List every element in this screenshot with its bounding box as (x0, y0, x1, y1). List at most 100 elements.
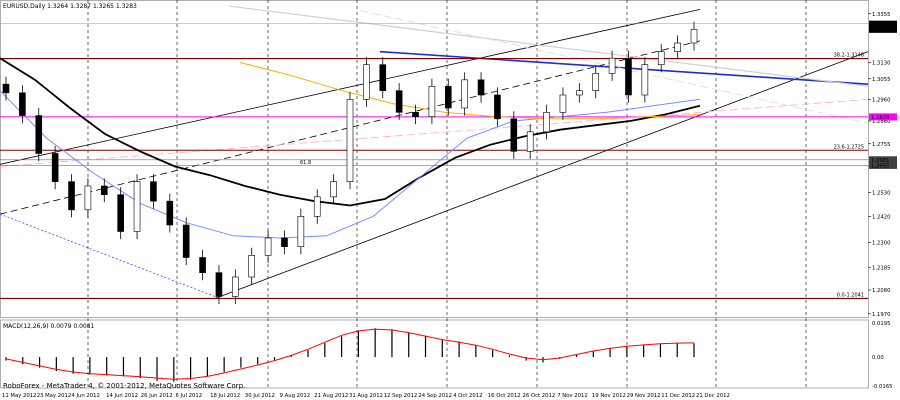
date-tick-label: 26 Jun 2012 (141, 393, 173, 399)
candle-body (182, 224, 190, 258)
candle-body (117, 194, 124, 232)
price-marker (869, 156, 897, 164)
candle-body (346, 99, 354, 182)
resistance-blue-line (379, 50, 869, 85)
date-tick-label: 26 Oct 2012 (523, 393, 556, 399)
price-marker-label: 1.3307 (871, 22, 890, 28)
candle-body (592, 73, 600, 91)
axis-labels: 1.3355 1.3130 1.3055 1.2960 1.2860 1.2755 1.26… (2, 12, 897, 399)
candle-body (428, 86, 436, 117)
candle-body (248, 255, 256, 278)
price-tick-label: 1.1970 (872, 312, 891, 318)
date-tick-label: 29 Nov 2012 (627, 393, 661, 399)
date-tick-label: 31 Aug 2012 (349, 393, 383, 399)
chart-title: EURUSD,Daily 1.3264 1.3287 1.3265 1.3283 (3, 3, 137, 10)
candle-body (51, 153, 59, 182)
price-tick-label: 1.2420 (872, 214, 891, 220)
price-tick-label: 1.2755 (872, 142, 891, 148)
channel-annotation: 61.8 (300, 160, 311, 166)
price-level-label: 0.0-1.2041 (837, 292, 864, 298)
date-tick-label: 7 Nov 2012 (557, 393, 588, 399)
candle-body (313, 196, 321, 217)
candle-body (461, 79, 468, 109)
date-tick-label: 11 Dec 2012 (661, 393, 695, 399)
candle-body (412, 112, 419, 117)
price-tick-label: 1.3055 (872, 77, 891, 83)
moving-average-line (239, 62, 701, 120)
candle-body (608, 57, 616, 74)
date-tick-label: 21 Aug 2012 (314, 393, 348, 399)
date-tick-label: 21 Dec 2012 (696, 393, 730, 399)
candle-body (2, 83, 10, 94)
candle-body (166, 200, 174, 226)
candle-body (84, 185, 92, 211)
candle-body (657, 51, 665, 65)
candle-body (576, 90, 583, 96)
price-tick-label: 1.3130 (872, 61, 891, 67)
date-tick-label: 24 Sep 2012 (418, 393, 452, 399)
price-level-label: 23.6-1.2725 (834, 144, 864, 150)
price-marker-label: 1.2681 (871, 158, 890, 164)
grey-dashed-line (359, 10, 869, 124)
pink-dashed-line (0, 98, 869, 167)
date-tick-label: 23 May 2012 (37, 393, 72, 399)
price-tick-label: 1.2960 (872, 97, 891, 103)
macd-signal-line (5, 328, 695, 380)
candle-body (559, 94, 567, 113)
candle-body (674, 42, 681, 52)
price-marker-label: 1.2655 (871, 163, 890, 169)
macd-pane-frame (0, 319, 869, 389)
candle-body (19, 92, 26, 116)
candle-body (281, 237, 288, 247)
candle-body (330, 181, 337, 198)
candle-body (264, 237, 272, 256)
macd-tick-label: 0.0195 (872, 321, 891, 327)
date-tick-label: 16 Oct 2012 (488, 393, 521, 399)
channel-middle-line (0, 40, 701, 215)
candle-body (395, 90, 403, 113)
channel-upper-line (0, 9, 701, 165)
main-pane-frame (0, 0, 869, 318)
macd-indicator (5, 328, 695, 382)
candle-body (543, 112, 550, 133)
candle-body (625, 57, 632, 96)
candle-body (494, 94, 501, 120)
candle-body (297, 216, 305, 247)
grey-trend-line (229, 5, 869, 87)
date-tick-label: 9 Aug 2012 (280, 393, 311, 399)
candle-body (35, 115, 43, 154)
candle-body (133, 181, 141, 232)
price-tick-label: 1.3355 (872, 12, 891, 18)
candle-body (100, 185, 108, 195)
moving-average-line (0, 57, 701, 207)
macd-title: MACD(12,26,9) 0.0079 0.0081 (3, 323, 95, 330)
candle-body (199, 257, 206, 273)
moving-averages (0, 57, 701, 239)
candle-body (510, 118, 518, 152)
date-tick-label: 11 May 2012 (2, 393, 37, 399)
date-tick-label: 6 Jul 2012 (176, 393, 203, 399)
price-marker-label: 1.3283 (871, 27, 890, 33)
date-tick-label: 4 Oct 2012 (453, 393, 482, 399)
candle-body (215, 272, 223, 297)
price-tick-label: 1.2530 (872, 191, 891, 197)
date-tick-label: 30 Jul 2012 (245, 393, 275, 399)
price-marker (869, 20, 897, 28)
macd-tick-label: -0.0165 (872, 384, 892, 390)
candle-body (641, 64, 649, 96)
price-marker-label: 1.2879 (871, 115, 890, 121)
date-tick-label: 18 Jul 2012 (210, 393, 240, 399)
macd-tick-label: 0.00 (872, 355, 884, 361)
price-tick-label: 1.2185 (872, 265, 891, 271)
candle-body (444, 86, 452, 109)
price-marker (869, 161, 897, 169)
price-tick-label: 1.2860 (872, 119, 891, 125)
price-level-label: 38.2-1.3148 (834, 53, 864, 59)
candle-body (150, 181, 157, 202)
candle-body (477, 79, 485, 96)
moving-average-line (0, 90, 701, 239)
trend-channel (0, 5, 869, 299)
price-marker (869, 25, 897, 33)
